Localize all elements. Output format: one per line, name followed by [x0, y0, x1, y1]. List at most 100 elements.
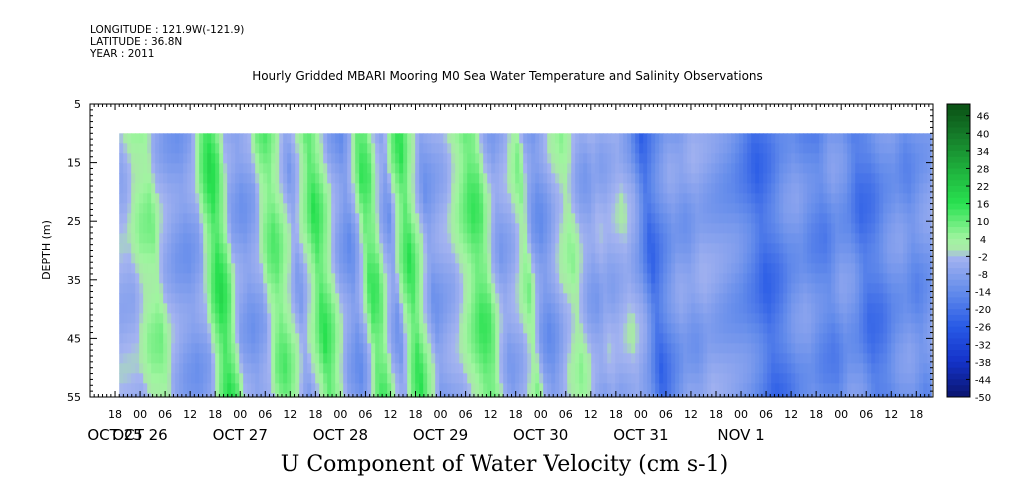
- heat-cell: [443, 393, 448, 398]
- heat-cell: [675, 363, 680, 374]
- heat-cell: [567, 303, 572, 314]
- heat-cell: [319, 333, 324, 344]
- heat-cell: [255, 153, 260, 164]
- heat-cell: [299, 203, 304, 214]
- heat-cell: [487, 143, 492, 154]
- heat-cell: [263, 233, 268, 244]
- heat-cell: [671, 183, 676, 194]
- heat-cell: [719, 393, 724, 398]
- heat-cell: [695, 343, 700, 354]
- heat-cell: [355, 283, 360, 294]
- heat-cell: [567, 233, 572, 244]
- heat-cell: [223, 343, 228, 354]
- heat-cell: [415, 243, 420, 254]
- heat-cell: [715, 383, 720, 394]
- heat-cell: [475, 293, 480, 304]
- heat-cell: [715, 343, 720, 354]
- heat-cell: [755, 243, 760, 254]
- heat-cell: [611, 223, 616, 234]
- heat-cell: [363, 273, 368, 284]
- heat-cell: [575, 163, 580, 174]
- heat-cell: [783, 183, 788, 194]
- heat-cell: [547, 243, 552, 254]
- heat-cell: [507, 153, 512, 164]
- heat-cell: [611, 193, 616, 204]
- heat-cell: [199, 183, 204, 194]
- heat-cell: [471, 333, 476, 344]
- heat-cell: [459, 223, 464, 234]
- heat-cell: [447, 193, 452, 204]
- heat-cell: [679, 293, 684, 304]
- heat-cell: [283, 173, 288, 184]
- heat-cell: [459, 343, 464, 354]
- heat-cell: [363, 353, 368, 364]
- heat-cell: [507, 253, 512, 264]
- heat-cell: [259, 303, 264, 314]
- heat-cell: [523, 323, 528, 334]
- heat-cell: [399, 203, 404, 214]
- heat-cell: [363, 133, 368, 144]
- heat-cell: [603, 283, 608, 294]
- heat-cell: [635, 323, 640, 334]
- heat-cell: [591, 283, 596, 294]
- heat-cell: [795, 243, 800, 254]
- heat-cell: [187, 223, 192, 234]
- heat-cell: [779, 313, 784, 324]
- heat-cell: [411, 283, 416, 294]
- heat-cell: [443, 373, 448, 384]
- heat-cell: [123, 343, 128, 354]
- heat-cell: [315, 203, 320, 214]
- heat-cell: [255, 253, 260, 264]
- heat-cell: [715, 143, 720, 154]
- heat-cell: [295, 273, 300, 284]
- heat-cell: [507, 223, 512, 234]
- heat-cell: [519, 373, 524, 384]
- heat-cell: [227, 353, 232, 364]
- heat-cell: [215, 213, 220, 224]
- heat-cell: [447, 293, 452, 304]
- heat-cell: [311, 203, 316, 214]
- heat-cell: [359, 283, 364, 294]
- heat-cell: [623, 313, 628, 324]
- heat-cell: [123, 153, 128, 164]
- heat-cell: [783, 213, 788, 224]
- heat-cell: [143, 153, 148, 164]
- heat-cell: [339, 193, 344, 204]
- heat-cell: [507, 243, 512, 254]
- heat-cell: [335, 193, 340, 204]
- heat-cell: [755, 213, 760, 224]
- heat-cell: [503, 173, 508, 184]
- heat-cell: [519, 223, 524, 234]
- heat-cell: [231, 143, 236, 154]
- heat-cell: [155, 343, 160, 354]
- heat-cell: [179, 163, 184, 174]
- heat-cell: [531, 343, 536, 354]
- heat-cell: [407, 383, 412, 394]
- heat-cell: [795, 133, 800, 144]
- heat-cell: [475, 313, 480, 324]
- heat-cell: [235, 393, 240, 398]
- heat-cell: [431, 293, 436, 304]
- heat-cell: [483, 393, 488, 398]
- heat-cell: [375, 333, 380, 344]
- heat-cell: [823, 263, 828, 274]
- heat-cell: [459, 143, 464, 154]
- heat-cell: [579, 333, 584, 344]
- heat-cell: [463, 213, 468, 224]
- heat-cell: [403, 173, 408, 184]
- heat-cell: [355, 213, 360, 224]
- heat-cell: [795, 393, 800, 398]
- heat-cell: [627, 133, 632, 144]
- heat-cell: [275, 343, 280, 354]
- heat-cell: [491, 193, 496, 204]
- heat-cell: [835, 223, 840, 234]
- heat-cell: [811, 163, 816, 174]
- heat-cell: [255, 163, 260, 174]
- heat-cell: [715, 283, 720, 294]
- heat-cell: [223, 173, 228, 184]
- heat-cell: [147, 333, 152, 344]
- heat-cell: [703, 193, 708, 204]
- heat-cell: [239, 363, 244, 374]
- heat-cell: [331, 233, 336, 244]
- heat-cell: [615, 343, 620, 354]
